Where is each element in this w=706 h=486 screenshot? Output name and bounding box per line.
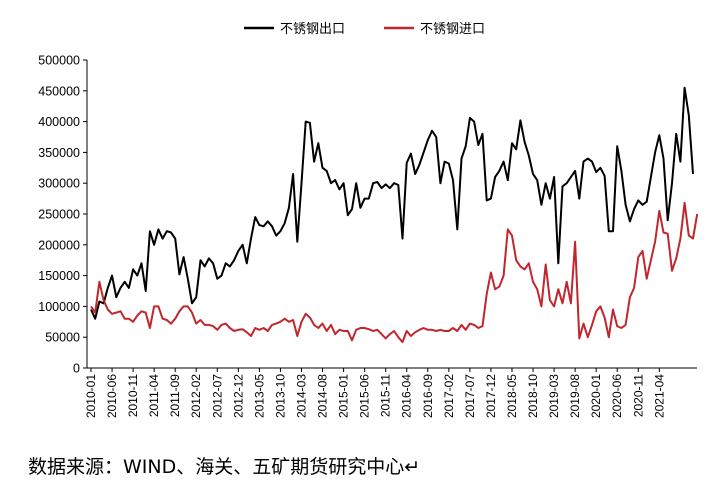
x-tick-label: 2017-02	[442, 374, 456, 418]
y-tick-label: 450000	[38, 84, 80, 98]
y-tick-label: 250000	[38, 208, 80, 222]
y-tick-label: 350000	[38, 146, 80, 160]
x-tick-label: 2020-01	[589, 374, 603, 418]
y-tick-label: 0	[73, 362, 80, 376]
legend-label-import: 不锈钢进口	[420, 22, 485, 37]
x-tick-label: 2015-06	[358, 374, 372, 418]
y-tick-label: 50000	[45, 331, 80, 345]
x-tick-label: 2014-03	[294, 374, 308, 418]
x-tick-label: 2018-05	[505, 374, 519, 418]
x-tick-label: 2012-02	[189, 374, 203, 418]
y-tick-label: 150000	[38, 269, 80, 283]
x-tick-label: 2016-09	[421, 374, 435, 418]
x-tick-label: 2012-12	[231, 374, 245, 418]
y-tick-label: 400000	[38, 115, 80, 129]
x-tick-label: 2020-06	[610, 374, 624, 418]
x-tick-label: 2019-08	[568, 374, 582, 418]
x-tick-label: 2012-07	[210, 374, 224, 418]
x-tick-label: 2019-03	[547, 374, 561, 418]
legend: 不锈钢出口 不锈钢进口	[244, 22, 485, 37]
x-tick-label: 2010-01	[84, 374, 98, 418]
x-tick-label: 2010-11	[126, 374, 140, 417]
x-tick-label: 2015-11	[379, 374, 393, 417]
x-tick-label: 2013-05	[252, 374, 266, 418]
series-line-export	[90, 86, 694, 320]
x-tick-label: 2010-06	[105, 374, 119, 418]
x-tick-label: 2020-11	[631, 374, 645, 417]
y-tick-label: 100000	[38, 300, 80, 314]
y-tick-label: 500000	[38, 54, 80, 68]
source-note: 数据来源：WIND、海关、五矿期货研究中心↵	[28, 456, 421, 478]
y-axis: 0 50000 100000 150000 200000 250000 300000 3500…	[38, 54, 88, 376]
x-tick-label: 2015-01	[337, 374, 351, 418]
y-tick-label: 200000	[38, 238, 80, 252]
x-tick-label: 2016-04	[400, 374, 414, 418]
y-tick-label: 300000	[38, 177, 80, 191]
x-tick-label: 2018-10	[526, 374, 540, 418]
x-tick-label: 2013-10	[273, 374, 287, 418]
legend-label-export: 不锈钢出口	[280, 22, 345, 37]
x-tick-label: 2011-04	[147, 374, 161, 417]
series-line-import	[90, 201, 699, 344]
x-tick-label: 2011-09	[168, 374, 182, 417]
x-tick-label: 2017-07	[463, 374, 477, 418]
x-tick-label: 2014-08	[316, 374, 330, 418]
x-tick-label: 2021-04	[652, 374, 666, 418]
x-tick-label: 2017-12	[484, 374, 498, 418]
series-lines	[90, 86, 699, 344]
x-axis: 2010-01 2010-06 2010-11 2011-04 2011-09 2012-…	[84, 367, 697, 418]
line-chart: 不锈钢出口 不锈钢进口 0 50000 100000 150000 200000 25000…	[38, 22, 699, 418]
